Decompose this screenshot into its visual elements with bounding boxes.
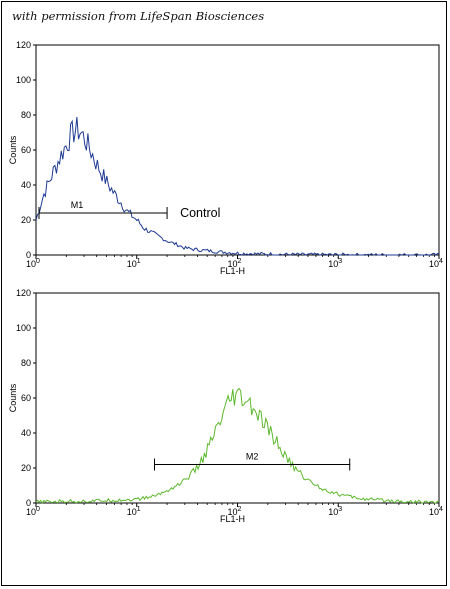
x-axis-label: FL1-H (220, 514, 245, 524)
x-axis-label: FL1-H (220, 266, 245, 276)
x-tick-label: 100 (26, 506, 40, 517)
y-axis-label: Counts (8, 135, 18, 164)
y-tick-label: 20 (21, 215, 31, 225)
y-tick-label: 100 (16, 75, 31, 85)
credit-text: with permission from LifeSpan Bioscience… (12, 9, 265, 23)
y-tick-label: 120 (16, 40, 31, 50)
y-tick-label: 40 (21, 180, 31, 190)
x-tick-label: 101 (127, 258, 141, 269)
gate-label: M2 (246, 452, 259, 462)
plot-frame (35, 292, 440, 504)
x-tick-label: 103 (328, 506, 342, 517)
histogram-line (35, 116, 440, 256)
y-tick-label: 0 (26, 498, 31, 508)
x-tick-label: 102 (228, 258, 242, 269)
x-tick-label: 103 (328, 258, 342, 269)
y-tick-label: 80 (21, 358, 31, 368)
y-tick-label: 40 (21, 428, 31, 438)
x-tick-label: 104 (429, 506, 443, 517)
y-tick-label: 60 (21, 145, 31, 155)
y-tick-label: 120 (16, 288, 31, 298)
y-axis-label: Counts (8, 383, 18, 412)
y-tick-label: 60 (21, 393, 31, 403)
x-tick-label: 100 (26, 258, 40, 269)
y-tick-label: 0 (26, 250, 31, 260)
annotation-label: Control (180, 206, 220, 220)
x-tick-label: 101 (127, 506, 141, 517)
gate-label: M1 (71, 200, 84, 210)
y-tick-label: 100 (16, 323, 31, 333)
histogram-line (35, 387, 440, 504)
y-tick-label: 80 (21, 110, 31, 120)
x-tick-label: 104 (429, 258, 443, 269)
x-tick-label: 102 (228, 506, 242, 517)
y-tick-label: 20 (21, 463, 31, 473)
